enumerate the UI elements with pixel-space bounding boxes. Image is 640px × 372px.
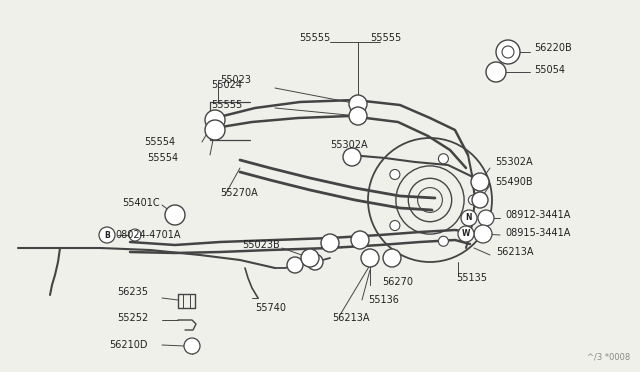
Text: 55252: 55252 <box>116 313 148 323</box>
Text: 56213A: 56213A <box>332 313 369 323</box>
Circle shape <box>205 120 225 140</box>
Circle shape <box>472 192 488 208</box>
Circle shape <box>486 62 506 82</box>
Text: ^/3 *0008: ^/3 *0008 <box>587 353 630 362</box>
Circle shape <box>471 173 489 191</box>
Circle shape <box>184 338 200 354</box>
Circle shape <box>349 95 367 113</box>
Text: 56210D: 56210D <box>109 340 148 350</box>
Text: 56220B: 56220B <box>534 43 572 53</box>
Text: 08024-4701A: 08024-4701A <box>115 230 180 240</box>
Circle shape <box>390 170 400 180</box>
Text: 55554: 55554 <box>144 137 175 147</box>
Text: 55555: 55555 <box>211 100 242 110</box>
Text: 55555: 55555 <box>370 33 401 43</box>
Circle shape <box>438 236 449 246</box>
Text: 56213A: 56213A <box>496 247 534 257</box>
Circle shape <box>287 257 303 273</box>
Text: W: W <box>462 230 470 238</box>
Text: 55740: 55740 <box>255 303 286 313</box>
Circle shape <box>383 249 401 267</box>
Text: 55270A: 55270A <box>220 188 258 198</box>
Text: 55490B: 55490B <box>495 177 532 187</box>
Circle shape <box>165 205 185 225</box>
Circle shape <box>301 249 319 267</box>
Circle shape <box>461 210 477 226</box>
Text: 55401C: 55401C <box>122 198 160 208</box>
Circle shape <box>390 221 400 231</box>
Circle shape <box>458 226 474 242</box>
Text: 55554: 55554 <box>147 153 178 163</box>
Text: 55302A: 55302A <box>495 157 532 167</box>
Circle shape <box>307 254 323 270</box>
Text: 08915-3441A: 08915-3441A <box>505 228 570 238</box>
Text: 56235: 56235 <box>117 287 148 297</box>
Circle shape <box>438 154 449 164</box>
Text: 55555: 55555 <box>299 33 330 43</box>
Text: 55054: 55054 <box>534 65 565 75</box>
Circle shape <box>343 148 361 166</box>
Circle shape <box>349 107 367 125</box>
Text: 55135: 55135 <box>456 273 487 283</box>
Text: 55024: 55024 <box>211 80 242 90</box>
Circle shape <box>502 46 514 58</box>
Text: 55023B: 55023B <box>243 240 280 250</box>
Circle shape <box>99 227 115 243</box>
Circle shape <box>351 231 369 249</box>
Circle shape <box>496 40 520 64</box>
Circle shape <box>129 229 141 241</box>
Circle shape <box>205 110 225 130</box>
Circle shape <box>478 210 494 226</box>
Text: 56270: 56270 <box>382 277 413 287</box>
Circle shape <box>321 234 339 252</box>
Text: 55136: 55136 <box>368 295 399 305</box>
Text: 55302A: 55302A <box>330 140 367 150</box>
Circle shape <box>474 225 492 243</box>
Text: N: N <box>466 214 472 222</box>
Circle shape <box>361 249 379 267</box>
Text: B: B <box>104 231 110 240</box>
Text: 08912-3441A: 08912-3441A <box>505 210 570 220</box>
Circle shape <box>468 195 479 205</box>
Text: 55023: 55023 <box>220 75 251 85</box>
